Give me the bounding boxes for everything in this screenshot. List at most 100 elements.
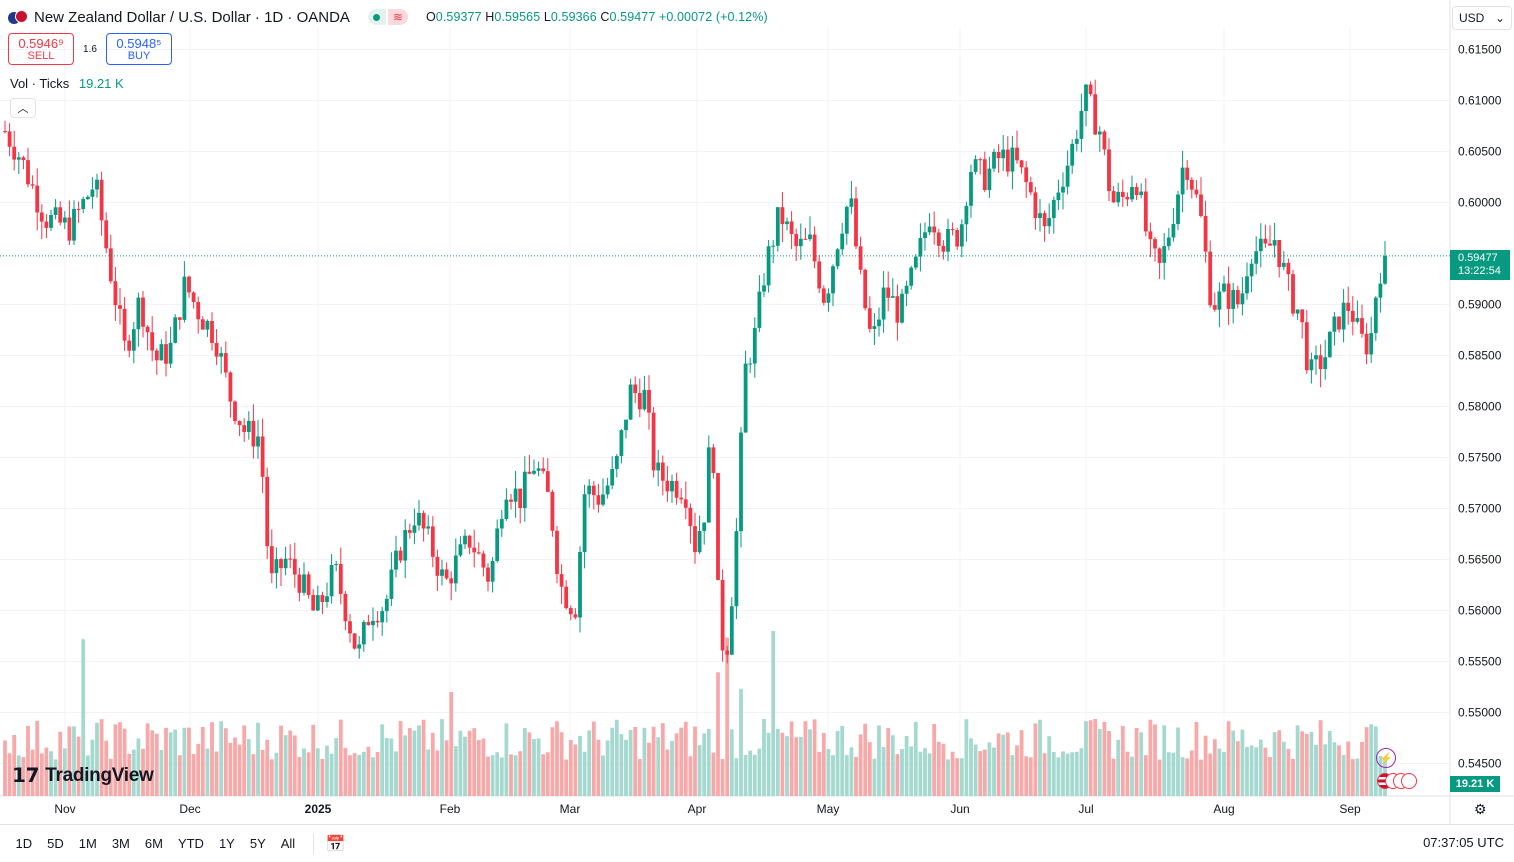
candle-body: [844, 206, 849, 234]
candle-body: [76, 208, 81, 210]
volume-bar: [1061, 751, 1065, 796]
price-chart[interactable]: 0.61500 0.61000 0.60500 0.60000 0.59000 0.585…: [0, 0, 1514, 824]
candle-body: [1286, 262, 1291, 275]
range-5y-button[interactable]: 5Y: [249, 836, 266, 851]
candle-body: [1019, 160, 1024, 168]
currency-select[interactable]: USD ⌄: [1452, 6, 1512, 30]
market-open-icon: [367, 9, 386, 25]
volume-bar: [513, 755, 518, 796]
candle-body: [711, 447, 716, 474]
volume-bar: [1208, 753, 1213, 796]
volume-bar: [711, 752, 716, 796]
candle-body: [978, 159, 983, 161]
candle-body: [440, 569, 444, 576]
volume-bar: [1116, 739, 1121, 796]
candle-body: [1015, 147, 1019, 161]
candle-body: [458, 544, 463, 556]
candle-body: [1309, 359, 1314, 371]
economic-events-icons[interactable]: [1377, 773, 1417, 789]
volume-label[interactable]: Vol · Ticks: [10, 76, 70, 91]
candle-body: [371, 620, 375, 626]
candle-body: [343, 593, 348, 622]
candle-body: [1360, 318, 1364, 334]
volume-bar: [141, 748, 145, 796]
volume-bar: [927, 753, 932, 796]
candle-body: [647, 389, 651, 413]
range-1d-button[interactable]: 1D: [15, 836, 33, 851]
volume-bar: [555, 721, 559, 796]
candle-body: [30, 184, 35, 186]
range-all-button[interactable]: All: [280, 836, 296, 851]
volume-bar: [1189, 750, 1194, 796]
tradingview-logo[interactable]: 𝟭𝟳 TradingView: [12, 764, 154, 788]
candle-body: [987, 168, 992, 191]
volume-bar: [1346, 741, 1351, 796]
time-axis-label: Aug: [1213, 802, 1234, 816]
volume-bar: [955, 758, 960, 796]
volume-bar: [200, 726, 205, 796]
volume-bar: [325, 745, 329, 796]
volume-bar: [900, 748, 904, 796]
volume-bar: [205, 748, 210, 796]
range-5d-button[interactable]: 5D: [47, 836, 64, 851]
volume-bar: [978, 751, 983, 796]
lightning-icon[interactable]: ⚡: [1376, 748, 1396, 768]
volume-bar: [81, 639, 86, 796]
candle-body: [242, 425, 247, 432]
settings-icon[interactable]: ⚙: [1474, 801, 1487, 817]
market-status-pill[interactable]: ≋: [367, 9, 408, 25]
volume-bar: [99, 719, 104, 796]
candle-body: [426, 526, 431, 529]
range-ytd-button[interactable]: YTD: [177, 836, 204, 851]
candle-body: [1134, 186, 1139, 196]
candle-body: [1120, 191, 1125, 197]
price-tick-label: 0.55500: [1458, 655, 1502, 669]
candle-body: [131, 329, 136, 351]
candle-body: [817, 261, 822, 289]
collapse-legend-button[interactable]: ︿: [10, 98, 36, 118]
candle-body: [1277, 240, 1282, 267]
price-tick-label: 0.60000: [1458, 196, 1502, 210]
clock[interactable]: 07:37:05 UTC: [1423, 835, 1504, 850]
price-tick-label: 0.55000: [1458, 706, 1502, 720]
volume-bar: [959, 758, 964, 796]
go-to-date-icon[interactable]: 📅: [325, 835, 346, 853]
sell-button[interactable]: 0.5946⁹ SELL: [8, 33, 74, 65]
last-price-label: 0.59477 13:22:54: [1450, 250, 1510, 280]
volume-bar: [706, 728, 711, 796]
volume-bar: [817, 751, 822, 796]
volume-bar: [228, 743, 233, 796]
range-1m-button[interactable]: 1M: [78, 836, 97, 851]
symbol-title[interactable]: New Zealand Dollar / U.S. Dollar · 1D · …: [34, 8, 350, 26]
buy-button[interactable]: 0.5948⁵ BUY: [106, 33, 172, 65]
volume-bar: [780, 732, 785, 796]
range-1y-button[interactable]: 1Y: [218, 836, 235, 851]
volume-bar: [458, 730, 463, 796]
volume-bar: [1295, 725, 1300, 796]
candle-body: [1056, 192, 1061, 200]
candle-body: [867, 308, 872, 329]
range-6m-button[interactable]: 6M: [144, 836, 163, 851]
volume-bar: [670, 740, 674, 796]
candle-body: [1180, 167, 1185, 195]
candle-body: [325, 596, 329, 603]
volume-bar: [233, 737, 237, 796]
candle-body: [775, 207, 780, 246]
volume-bar: [1364, 727, 1369, 796]
candle-body: [601, 494, 605, 505]
candle-body: [660, 462, 665, 481]
volume-bar: [1254, 747, 1259, 796]
candle-body: [435, 556, 440, 576]
candle-body: [1327, 331, 1332, 358]
volume-bar: [187, 727, 191, 796]
candle-body: [403, 530, 408, 561]
volume-bar: [265, 739, 270, 796]
volume-bar: [1015, 745, 1019, 796]
range-3m-button[interactable]: 3M: [111, 836, 130, 851]
candle-body: [1194, 189, 1199, 195]
volume-bar: [950, 751, 955, 796]
volume-bar: [697, 745, 702, 796]
candle-body: [168, 342, 173, 364]
volume-bar: [182, 727, 187, 796]
candle-body: [1097, 131, 1102, 135]
